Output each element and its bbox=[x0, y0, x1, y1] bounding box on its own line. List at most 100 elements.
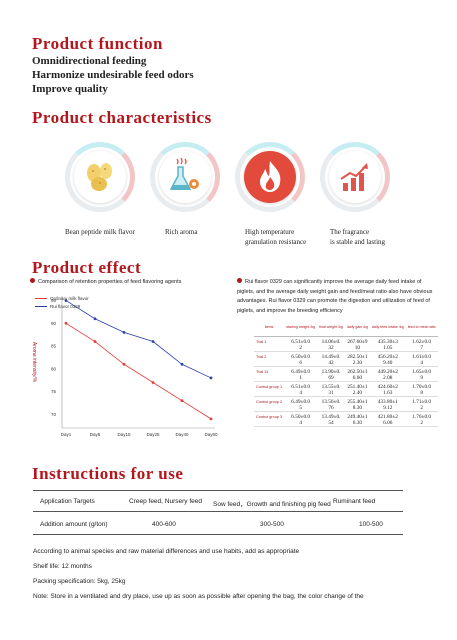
table-cell: 456.20±2 9.40 bbox=[369, 351, 406, 367]
table-cell: 449.20±2 2.08 bbox=[369, 366, 406, 382]
data-point bbox=[180, 362, 184, 366]
feature-rich-aroma bbox=[150, 142, 220, 212]
target-cell: Creep feed, Nursery feed bbox=[129, 498, 202, 505]
series-line bbox=[65, 322, 212, 420]
table-cell: 1.65±0.0 9 bbox=[405, 366, 438, 382]
table-row: Control group 1 6.51±0.0 4 13.55±0. 31 251.… bbox=[254, 381, 438, 397]
flame-icon bbox=[260, 161, 281, 192]
table-cell: 6.50±0.0 6 bbox=[284, 351, 318, 367]
table-rule bbox=[33, 490, 403, 491]
chart-legend: Ordinary milk flavor Rui flavor 0329 bbox=[35, 295, 89, 311]
aroma-line-chart: 70 75 80 85 90 95 Day1 Day5 Day15 Day25 Day40 Day60… bbox=[31, 296, 218, 437]
data-point bbox=[209, 376, 213, 380]
x-tick-label: Day15 bbox=[117, 432, 131, 437]
feature-high-temperature bbox=[235, 142, 305, 212]
feature-fragrance-stable bbox=[320, 142, 390, 212]
table-cell: 435.30±3 1.05 bbox=[369, 336, 406, 352]
x-tick-label: Day5 bbox=[90, 432, 101, 437]
target-cell: Sow feed，Growth and finishing pig feed bbox=[213, 501, 331, 508]
trial-table: Items starting weight /kg final weight /kg… bbox=[254, 324, 438, 427]
row-label: Trial 14 bbox=[254, 366, 285, 382]
table-cell: 13.55±0. 31 bbox=[317, 381, 345, 397]
table-cell: 1.76±0.0 2 bbox=[405, 411, 438, 427]
table-cell: 249.40±1 6.30 bbox=[344, 411, 370, 427]
function-line: Improve quality bbox=[32, 83, 108, 95]
table-cell: 1.62±0.0 7 bbox=[405, 336, 438, 352]
column-header: daily feed intake /kg bbox=[369, 324, 406, 337]
table-cell: 14.49±0. 42 bbox=[317, 351, 345, 367]
feature-label: Rich aroma bbox=[165, 228, 198, 236]
chart-caption-text: Comparison of retention properties of fe… bbox=[38, 279, 182, 285]
growth-chart-icon bbox=[340, 163, 368, 191]
data-point bbox=[64, 321, 68, 325]
table-row: Trial 1 6.51±0.0 2 14.06±0. 32 267.60±9 10 4… bbox=[254, 336, 438, 352]
legend-label: Ordinary milk flavor bbox=[50, 296, 89, 301]
column-header: final weight /kg bbox=[317, 324, 345, 337]
feature-label: High temperature granulation resistance bbox=[245, 228, 307, 246]
function-line: Harmonize undesirable feed odors bbox=[32, 69, 194, 81]
note-line: Shelf life: 12 months bbox=[33, 563, 92, 570]
bullet-dot bbox=[237, 278, 242, 283]
amount-cell: 300-500 bbox=[260, 521, 284, 528]
column-header: feed to meat ratio bbox=[405, 324, 438, 337]
instructions-title: Instructions for use bbox=[32, 464, 184, 483]
table-cell: 251.40±1 2.40 bbox=[344, 381, 370, 397]
chart-caption: Comparison of retention properties of fe… bbox=[30, 278, 230, 287]
usage-table: Application Targets Creep feed, Nursery … bbox=[33, 490, 403, 540]
table-cell: 14.06±0. 32 bbox=[317, 336, 345, 352]
table-cell: 267.60±9 10 bbox=[344, 336, 370, 352]
x-tick-label: Day1 bbox=[61, 432, 72, 437]
column-header: starting weight /kg bbox=[284, 324, 318, 337]
flask-gear-icon bbox=[169, 157, 199, 190]
data-point bbox=[93, 317, 97, 321]
amount-label: Addition amount (g/ton) bbox=[40, 521, 108, 528]
y-tick-label: 70 bbox=[51, 412, 57, 417]
data-point bbox=[151, 340, 155, 343]
trial-caption-text: Rui flavor 0329 can significantly improv… bbox=[237, 279, 433, 314]
column-header: daily gain /kg bbox=[344, 324, 370, 337]
table-cell: 13.90±0. 69 bbox=[317, 366, 345, 382]
note-line: Packing specification: 5kg, 25kg bbox=[33, 578, 126, 585]
characteristics-title: Product characteristics bbox=[32, 108, 212, 127]
target-cell: Ruminant feed bbox=[333, 498, 376, 505]
table-rule bbox=[33, 534, 403, 535]
note-line: Note: Store in a ventilated and dry plac… bbox=[33, 593, 364, 600]
legend-item: Ordinary milk flavor bbox=[35, 295, 89, 303]
table-cell: 6.49±0.0 5 bbox=[284, 396, 318, 412]
feature-label: Bean peptide milk flavor bbox=[65, 228, 135, 236]
legend-label: Rui flavor 0329 bbox=[50, 304, 81, 309]
table-cell: 6.51±0.0 4 bbox=[284, 381, 318, 397]
note-line: According to animal species and raw mate… bbox=[33, 548, 300, 555]
data-point bbox=[93, 340, 97, 343]
row-label: Trial 2 bbox=[254, 351, 285, 367]
trial-caption: Rui flavor 0329 can significantly improv… bbox=[237, 278, 435, 316]
legend-item: Rui flavor 0329 bbox=[35, 303, 89, 311]
feature-label: The fragrance is stable and lasting bbox=[330, 228, 386, 246]
table-cell: 6.51±0.0 2 bbox=[284, 336, 318, 352]
bullet-dot bbox=[30, 278, 35, 283]
data-point bbox=[64, 299, 68, 302]
data-point bbox=[122, 331, 126, 334]
y-tick-label: 85 bbox=[51, 344, 57, 349]
table-cell: 1.61±0.0 4 bbox=[405, 351, 438, 367]
amount-cell: 400-600 bbox=[152, 521, 176, 528]
table-cell: 13.56±0. 76 bbox=[317, 396, 345, 412]
table-cell: 262.50±1 6.60 bbox=[344, 366, 370, 382]
table-cell: 424.60±2 1.63 bbox=[369, 381, 406, 397]
function-list: Omnidirectional feeding Harmonize undesi… bbox=[32, 54, 194, 96]
table-cell: 421.80±2 6.06 bbox=[369, 411, 406, 427]
row-label: Control group 1 bbox=[254, 381, 285, 397]
x-tick-label: Day40 bbox=[175, 432, 189, 437]
row-label: Control group 3 bbox=[254, 411, 285, 427]
targets-label: Application Targets bbox=[40, 498, 95, 505]
column-header: Items bbox=[254, 324, 285, 337]
y-tick-label: 75 bbox=[51, 389, 57, 394]
table-rule bbox=[33, 511, 403, 512]
table-cell: 6.49±0.0 1 bbox=[284, 366, 318, 382]
table-cell: 282.50±1 2.30 bbox=[344, 351, 370, 367]
table-cell: 13.49±0. 54 bbox=[317, 411, 345, 427]
beans-icon bbox=[87, 163, 112, 191]
data-point bbox=[122, 362, 126, 366]
data-point bbox=[180, 399, 184, 403]
y-tick-label: 90 bbox=[51, 321, 57, 326]
